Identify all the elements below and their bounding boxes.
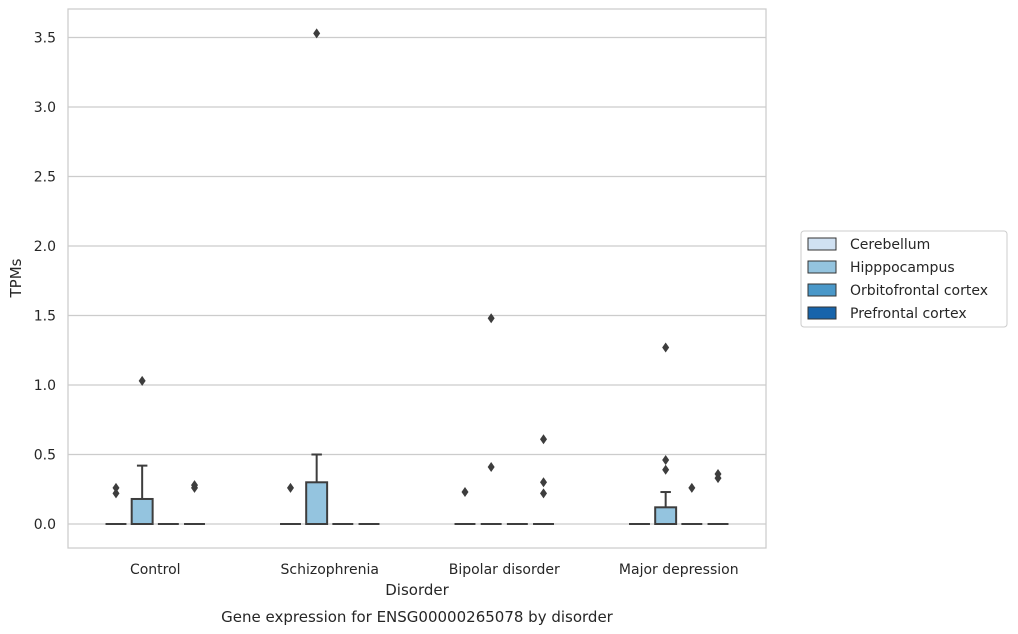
outlier-point (662, 455, 670, 466)
outlier-point (191, 480, 199, 491)
box (305, 481, 329, 525)
y-tick-label: 0.5 (34, 448, 56, 464)
y-tick-label: 0.0 (34, 517, 56, 533)
legend-swatch (807, 306, 837, 320)
outlier-point (487, 313, 495, 324)
legend-swatch (807, 260, 837, 274)
legend-swatch (807, 283, 837, 297)
outlier-point (487, 462, 495, 473)
box-group (681, 482, 703, 525)
chart-caption: Gene expression for ENSG00000265078 by d… (221, 608, 614, 626)
box-group (480, 313, 502, 525)
x-tick-label: Control (130, 562, 181, 578)
box-group (654, 342, 678, 526)
outlier-point (540, 488, 548, 499)
outlier-point (138, 375, 146, 386)
y-tick-label: 2.0 (34, 239, 56, 255)
box-group (105, 482, 127, 525)
legend-label: Orbitofrontal cortex (850, 283, 988, 299)
y-tick-label: 3.0 (34, 100, 56, 116)
legend-frame (800, 230, 1008, 328)
legend-label: Prefrontal cortex (850, 306, 967, 322)
x-tick-label: Bipolar disorder (449, 562, 560, 578)
y-tick-labels: 0.0 0.5 1.0 1.5 2.0 2.5 3.0 3.5 (34, 31, 56, 534)
outlier-point (112, 488, 120, 499)
box (654, 506, 678, 526)
outlier-point (540, 477, 548, 488)
x-tick-label: Major depression (619, 562, 739, 578)
plot-area-frame (67, 8, 767, 549)
x-tick-labels: Control Schizophrenia Bipolar disorder Majo… (130, 562, 739, 578)
y-axis-label: TPMs (7, 258, 25, 298)
outlier-point (688, 482, 696, 493)
box-group (184, 480, 205, 525)
legend-swatch (807, 237, 837, 251)
y-tick-label: 2.5 (34, 170, 56, 186)
outlier-point (662, 342, 670, 353)
x-tick-label: Schizophrenia (281, 562, 379, 578)
y-tick-label: 1.0 (34, 378, 56, 394)
y-tick-label: 3.5 (34, 31, 56, 47)
box-group (280, 482, 301, 525)
box-group (533, 434, 554, 525)
box-group (454, 487, 476, 525)
box-plot-marks (105, 28, 729, 526)
outlier-point (461, 487, 469, 498)
x-axis-label: Disorder (385, 581, 449, 599)
legend-label: Cerebellum (850, 237, 930, 253)
box-group (707, 468, 729, 525)
outlier-point (714, 468, 722, 479)
grid-lines (68, 36, 766, 525)
outlier-point (112, 482, 120, 493)
box-group (305, 28, 329, 525)
legend: Cerebellum Hipppocampus Orbitofrontal cort… (800, 230, 1008, 328)
box (130, 497, 154, 526)
box-group (130, 375, 154, 526)
outlier-point (540, 434, 548, 445)
outlier-point (286, 482, 294, 493)
outlier-point (313, 28, 321, 39)
legend-label: Hipppocampus (850, 260, 955, 276)
y-tick-label: 1.5 (34, 309, 56, 325)
outlier-point (662, 464, 670, 475)
